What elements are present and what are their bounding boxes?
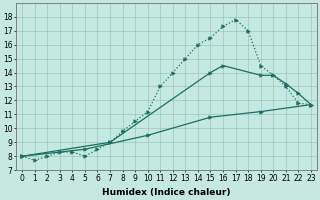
X-axis label: Humidex (Indice chaleur): Humidex (Indice chaleur) — [102, 188, 231, 197]
